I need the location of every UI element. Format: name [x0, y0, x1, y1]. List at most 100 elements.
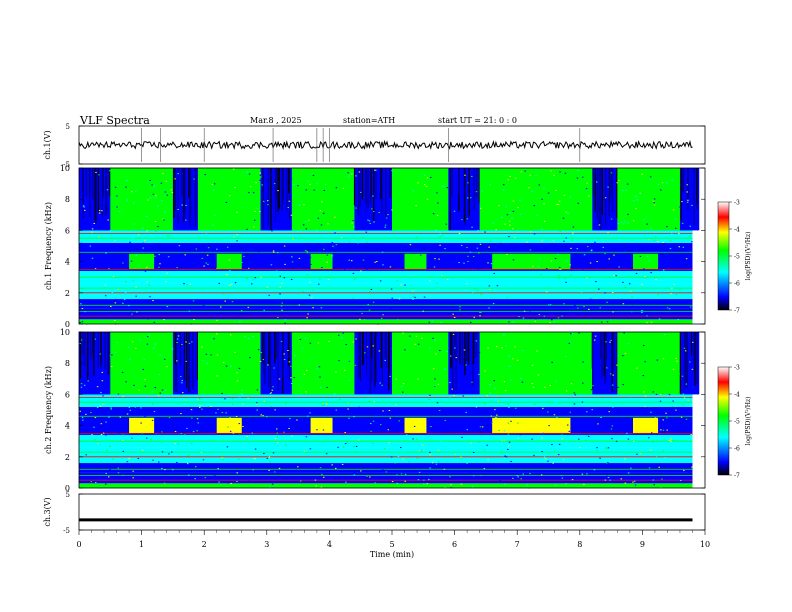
ch2-speckle	[567, 392, 569, 394]
ch1-speckle	[445, 321, 447, 323]
ch1-speckle	[444, 248, 446, 250]
ch2-speckle	[325, 403, 328, 405]
ch1-speckle	[682, 246, 685, 248]
ch2-speckle	[372, 345, 374, 347]
ch1-speckle	[639, 192, 641, 194]
ch1-speckle	[557, 254, 559, 256]
ch1-speckle	[381, 251, 384, 253]
xtick-label: 8	[577, 540, 582, 549]
ch1-speckle	[305, 189, 308, 191]
ch1-speckle	[202, 304, 205, 306]
ch1-speckle	[417, 312, 420, 314]
ch1-speckle	[557, 203, 560, 205]
ch1-speckle	[158, 266, 160, 268]
ch2-speckle	[272, 452, 275, 454]
ch1-speckle	[550, 260, 553, 262]
ch2-speckle	[227, 482, 229, 484]
ch2-speckle	[691, 466, 693, 468]
ch2-speckle	[198, 446, 200, 448]
ch2-speckle	[569, 411, 572, 413]
ch2-speckle	[344, 369, 346, 371]
ch1-speckle	[463, 262, 465, 264]
ch1-speckle	[485, 209, 487, 211]
ch2-speckle	[366, 395, 369, 397]
ch1-upper-cell	[122, 168, 130, 231]
ch2-speckle	[90, 412, 92, 414]
ch2-speckle	[501, 347, 503, 349]
ch1-speckle	[304, 221, 307, 223]
ch2-speckle	[262, 358, 265, 360]
ch1-speckle	[492, 222, 494, 224]
ch1-speckle	[126, 199, 128, 201]
ch2-speckle	[531, 383, 534, 385]
ch1-speckle	[391, 170, 393, 172]
ch2-speckle	[652, 391, 655, 393]
ch1-speckle	[236, 234, 238, 236]
ch2-speckle	[285, 402, 287, 404]
ch1-speckle	[125, 281, 127, 283]
ch1-upper-cell	[197, 168, 205, 231]
ch2-speckle	[122, 395, 124, 397]
ch2-upper-cell	[104, 332, 111, 395]
ch1-speckle	[135, 211, 138, 213]
ch1-speckle	[292, 185, 294, 187]
ch2-speckle	[322, 476, 325, 478]
ch2-speckle	[227, 426, 229, 428]
ch2-speckle	[480, 475, 482, 477]
ch2-speckle	[174, 442, 177, 444]
ch1-speckle	[252, 279, 255, 281]
ch1-speckle	[506, 297, 509, 299]
ch2-speckle	[96, 406, 99, 408]
ch1-upper-cell	[379, 168, 387, 231]
ch1-speckle	[214, 214, 216, 216]
ch1-speckle	[309, 256, 312, 258]
ch2-speckle	[347, 379, 350, 381]
ch2-speckle	[639, 453, 642, 455]
ch1-speckle	[595, 209, 597, 211]
ch2-speckle	[401, 386, 403, 388]
ch1-speckle	[545, 268, 548, 270]
ch1-speckle	[528, 187, 530, 189]
ch1-speckle	[159, 263, 161, 265]
ch2-speckle	[413, 425, 416, 427]
ch2-speckle	[454, 453, 456, 455]
ch1-speckle	[610, 172, 613, 174]
ch2-speckle	[483, 403, 486, 405]
ch2-speckle	[303, 373, 306, 375]
ch2-speckle	[612, 374, 614, 376]
ch2-speckle	[643, 391, 645, 393]
ch2-speckle	[507, 445, 510, 447]
ch1-upper-cell	[204, 168, 211, 231]
ch1-speckle	[538, 184, 540, 186]
ch2-speckle	[102, 432, 105, 434]
ch1-speckle	[610, 218, 613, 220]
ch2-upper-cell	[91, 332, 99, 395]
ch2-speckle	[379, 424, 382, 426]
ch1-speckle	[95, 266, 97, 268]
ch2-speckle	[682, 404, 685, 406]
ch2-speckle	[503, 334, 505, 336]
ch2-speckle	[110, 366, 113, 368]
ch2-upper-cell	[573, 332, 581, 395]
ch2-speckle	[339, 399, 341, 401]
ch2-speckle	[565, 356, 567, 358]
ch1-speckle	[635, 208, 637, 210]
ch1-speckle	[653, 204, 656, 206]
ch1-speckle	[166, 194, 169, 196]
ch1-speckle	[598, 224, 601, 226]
ch2-speckle	[341, 459, 343, 461]
ch1-speckle	[253, 226, 255, 228]
ch1-speckle	[357, 241, 359, 243]
ch2-speckle	[213, 429, 216, 431]
ch1-speckle	[312, 307, 314, 309]
ch2-speckle	[648, 467, 651, 469]
ch1-speckle	[250, 283, 253, 285]
ch1-speckle	[361, 313, 363, 315]
ch1-speckle	[147, 199, 149, 201]
ch1-speckle	[653, 198, 656, 200]
ch2-speckle	[191, 341, 193, 343]
ch2-speckle	[620, 478, 623, 480]
ch2-speckle	[114, 351, 117, 353]
ch2-speckle	[434, 378, 436, 380]
ch2-speckle	[194, 478, 196, 480]
